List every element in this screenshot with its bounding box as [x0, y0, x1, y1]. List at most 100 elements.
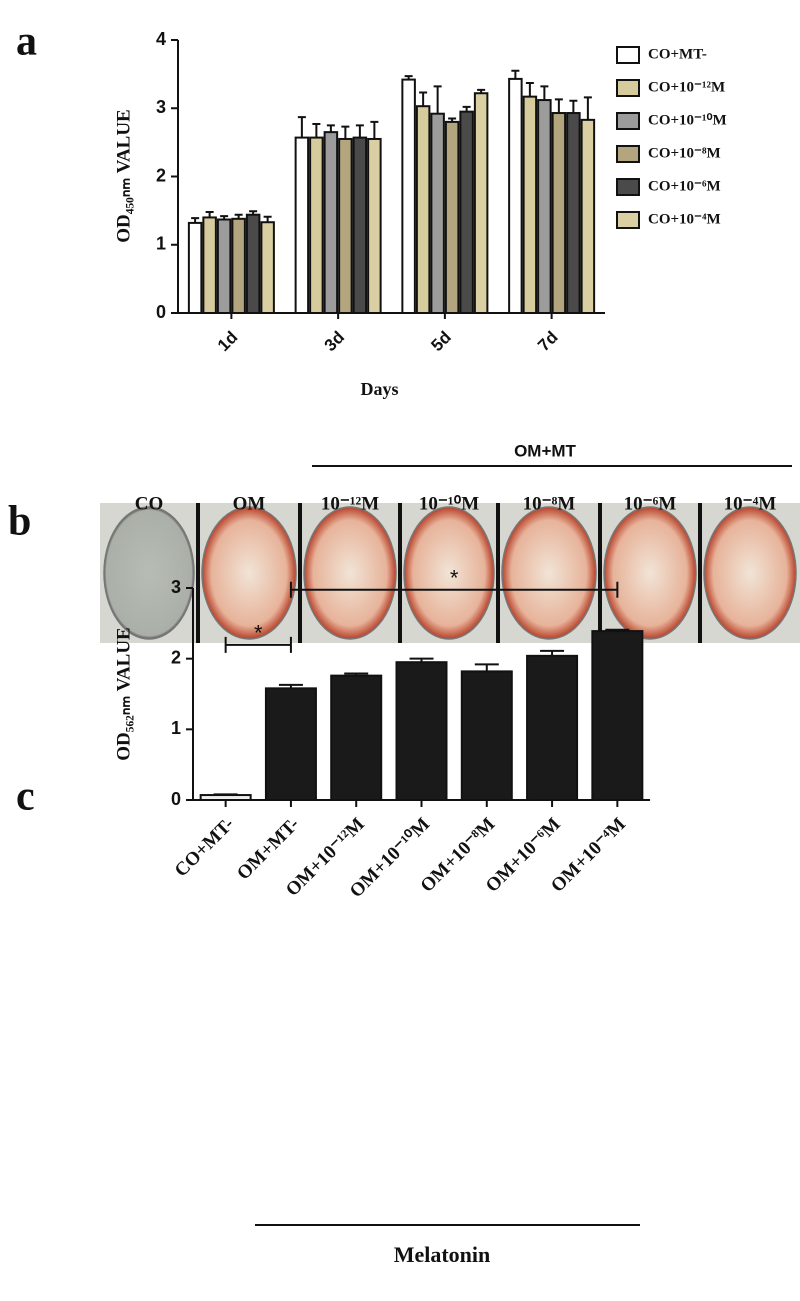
bar	[526, 654, 579, 802]
bar	[522, 95, 538, 314]
legend-swatch	[616, 46, 640, 64]
error-bar	[605, 628, 630, 632]
y-axis-label: OD₅₆₂ₙₘ VALUE	[113, 627, 134, 760]
well-label: 10⁻⁶M	[624, 493, 677, 514]
error-bar	[404, 75, 413, 80]
y-tick-label: 1	[156, 234, 166, 254]
error-bar	[234, 213, 243, 219]
bar	[367, 137, 382, 314]
well-label: 10⁻¹⁰M	[419, 493, 479, 514]
error-bar	[297, 116, 306, 138]
legend-label: CO+10⁻⁶M	[648, 178, 721, 194]
bar	[580, 118, 596, 315]
legend-swatch	[616, 145, 640, 163]
bar	[508, 77, 523, 314]
y-tick-label: 0	[171, 789, 181, 809]
error-bar	[433, 85, 442, 114]
significance-label: *	[254, 621, 263, 646]
y-tick-label: 4	[156, 29, 166, 49]
error-bar	[462, 105, 471, 112]
well	[303, 506, 397, 640]
well-label: 10⁻⁴M	[724, 493, 777, 514]
error-bar	[249, 210, 258, 215]
bar	[473, 92, 489, 314]
error-bar	[569, 99, 578, 114]
y-axis-label: OD₄₅₀ₙₘ VALUE	[113, 109, 134, 242]
panel-letter: c	[16, 774, 35, 820]
legend-label: CO+10⁻¹⁰M	[648, 112, 727, 128]
error-bar	[554, 98, 563, 114]
legend-swatch	[616, 211, 640, 229]
well-label: CO	[135, 493, 164, 514]
bar	[264, 687, 317, 802]
significance-bracket	[289, 581, 619, 598]
bar	[566, 112, 581, 314]
bar	[187, 221, 203, 314]
error-bar	[540, 85, 549, 101]
bar	[231, 217, 246, 314]
legend-swatch	[616, 178, 640, 196]
legend-label: CO+10⁻⁸M	[648, 145, 721, 161]
bar	[460, 670, 513, 801]
x-tick-label: CO+MT-	[171, 814, 239, 882]
legend-swatch	[616, 79, 640, 97]
error-bar	[191, 217, 200, 223]
error-bar	[583, 96, 592, 120]
x-axis-label: Days	[360, 379, 398, 399]
bar	[395, 661, 448, 802]
y-tick-label: 3	[171, 577, 181, 597]
error-bar	[344, 672, 369, 676]
bar	[338, 137, 353, 314]
bar	[216, 218, 232, 314]
bar	[444, 120, 460, 315]
error-bar	[312, 122, 321, 138]
bar	[551, 112, 567, 314]
bar	[352, 136, 368, 314]
x-tick-label: 5d	[427, 328, 454, 355]
error-bar	[409, 657, 434, 663]
error-bar	[540, 649, 565, 656]
x-tick-label: 3d	[321, 328, 348, 355]
bar	[459, 110, 474, 314]
error-bar	[355, 124, 364, 138]
well	[603, 506, 697, 640]
legend-label: CO+10⁻⁴M	[648, 211, 721, 227]
significance-label: *	[450, 566, 459, 591]
well	[103, 506, 195, 640]
error-bar	[341, 125, 350, 139]
panel-letter: b	[8, 499, 31, 545]
well	[501, 506, 597, 640]
well-label: OM	[233, 493, 266, 514]
y-tick-label: 3	[156, 97, 166, 117]
error-bar	[474, 663, 499, 672]
bar	[330, 674, 383, 801]
bar	[294, 136, 310, 314]
bar	[591, 630, 644, 802]
legend-label: CO+MT-	[648, 46, 707, 62]
error-bar	[213, 793, 238, 796]
error-bar	[370, 120, 379, 139]
well-label: 10⁻¹²M	[321, 493, 379, 514]
error-bar	[278, 683, 303, 689]
y-tick-label: 2	[156, 165, 166, 185]
group-label: OM+MT	[514, 441, 576, 460]
error-bar	[326, 124, 335, 133]
legend-label: CO+10⁻¹²M	[648, 79, 725, 95]
error-bar	[525, 81, 534, 97]
bar	[245, 213, 261, 314]
y-tick-label: 1	[171, 718, 181, 738]
error-bar	[477, 88, 486, 94]
image-panel: b OM+MT CO OM 10⁻¹²M 10⁻¹⁰M 10⁻⁸M 10⁻⁶M 10⁻⁴M	[8, 441, 800, 643]
bar	[537, 99, 552, 314]
bar	[260, 221, 275, 314]
bar	[202, 216, 217, 314]
well-label: 10⁻⁸M	[523, 493, 576, 514]
error-bar	[263, 215, 272, 223]
error-bar	[448, 117, 457, 122]
well	[703, 506, 797, 640]
legend-swatch	[616, 112, 640, 130]
bar	[415, 105, 431, 314]
y-tick-label: 0	[156, 302, 166, 322]
error-bar	[419, 91, 428, 107]
